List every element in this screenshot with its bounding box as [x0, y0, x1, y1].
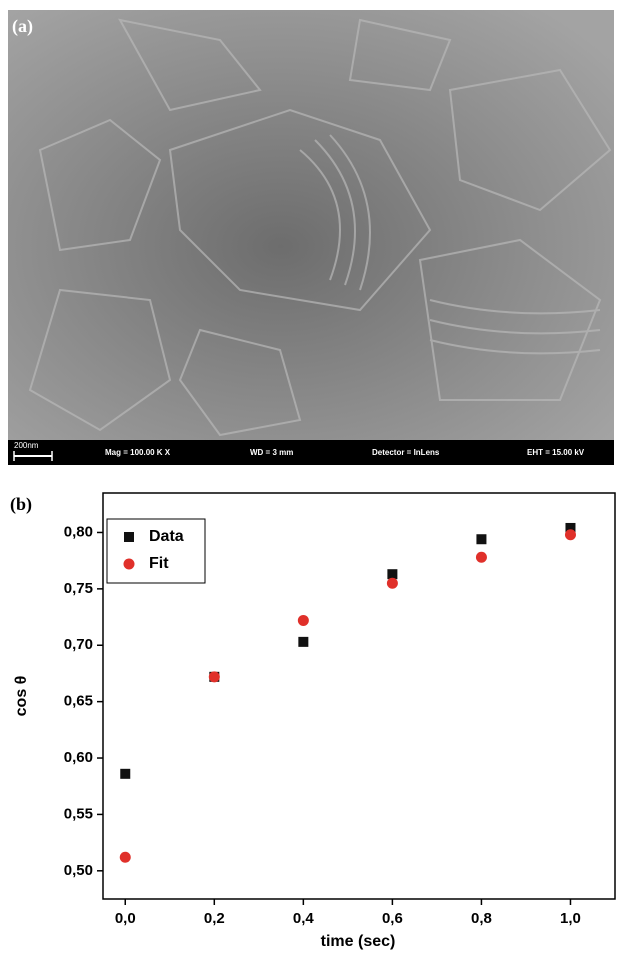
x-tick-label: 0,4 [293, 910, 315, 927]
point [120, 768, 131, 779]
panel-label: (b) [10, 494, 32, 515]
x-tick-label: 0,0 [115, 910, 136, 927]
point [476, 534, 487, 545]
x-axis-label: time (sec) [321, 933, 396, 950]
y-tick-label: 0,60 [64, 749, 93, 766]
point [475, 551, 487, 563]
y-axis-label: cos θ [13, 676, 30, 717]
info-text: Detector = InLens [372, 448, 440, 457]
point [387, 569, 398, 580]
y-tick-label: 0,80 [64, 523, 93, 540]
point [119, 851, 131, 863]
legend-label: Data [149, 528, 184, 545]
y-tick-label: 0,75 [64, 580, 93, 597]
legend-swatch [124, 532, 134, 542]
x-tick-label: 1,0 [560, 910, 581, 927]
point [386, 577, 398, 589]
y-tick-label: 0,70 [64, 636, 93, 653]
legend-swatch [123, 558, 135, 570]
legend-label: Fit [149, 555, 169, 572]
point [564, 529, 576, 541]
point [208, 671, 220, 683]
y-tick-label: 0,65 [64, 693, 93, 710]
x-tick-label: 0,6 [382, 910, 403, 927]
sem-image [8, 10, 614, 465]
scale-bar-label: 200nm [14, 441, 39, 450]
info-text: Mag = 100.00 K X [105, 448, 171, 457]
y-tick-label: 0,55 [64, 805, 93, 822]
legend-box [106, 518, 206, 584]
point [297, 614, 309, 626]
panel-label: (a) [12, 16, 33, 37]
point [565, 522, 576, 533]
x-tick-label: 0,8 [471, 910, 492, 927]
plot-frame [102, 492, 616, 900]
info-text: WD = 3 mm [250, 448, 293, 457]
y-tick-label: 0,50 [64, 862, 93, 879]
info-text: EHT = 15.00 kV [527, 448, 585, 457]
x-tick-label: 0,2 [204, 910, 225, 927]
point [298, 636, 309, 647]
